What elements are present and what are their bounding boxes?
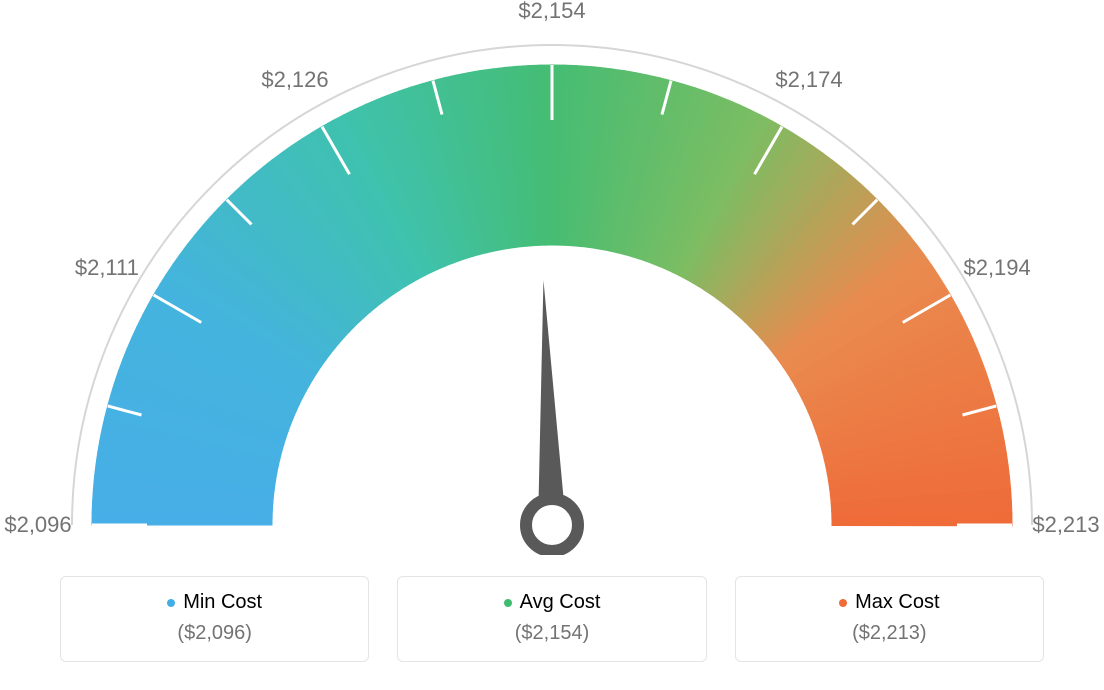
gauge-tick-label: $2,096 [4,512,71,538]
legend-card-avg: Avg Cost ($2,154) [397,576,706,662]
legend-dot-max [839,599,847,607]
gauge-chart: $2,096 $2,111 $2,126 $2,154 $2,174 $2,194 $2,2… [0,0,1104,555]
legend-card-min: Min Cost ($2,096) [60,576,369,662]
gauge-tick-label: $2,126 [261,67,328,93]
legend-value-min: ($2,096) [71,622,358,645]
gauge-tick-label: $2,194 [963,255,1030,281]
legend-dot-min [167,599,175,607]
legend-title-min: Min Cost [183,591,262,614]
legend-card-max: Max Cost ($2,213) [735,576,1044,662]
legend-value-max: ($2,213) [746,622,1033,645]
legend-title-avg: Avg Cost [520,591,601,614]
gauge-tick-label: $2,213 [1032,512,1099,538]
gauge-tick-label: $2,111 [75,255,139,281]
legend-row: Min Cost ($2,096) Avg Cost ($2,154) Max … [60,576,1044,662]
gauge-tick-label: $2,174 [775,67,842,93]
gauge-tick-label: $2,154 [518,0,585,24]
legend-value-avg: ($2,154) [408,622,695,645]
legend-dot-avg [504,599,512,607]
legend-title-max: Max Cost [855,591,939,614]
